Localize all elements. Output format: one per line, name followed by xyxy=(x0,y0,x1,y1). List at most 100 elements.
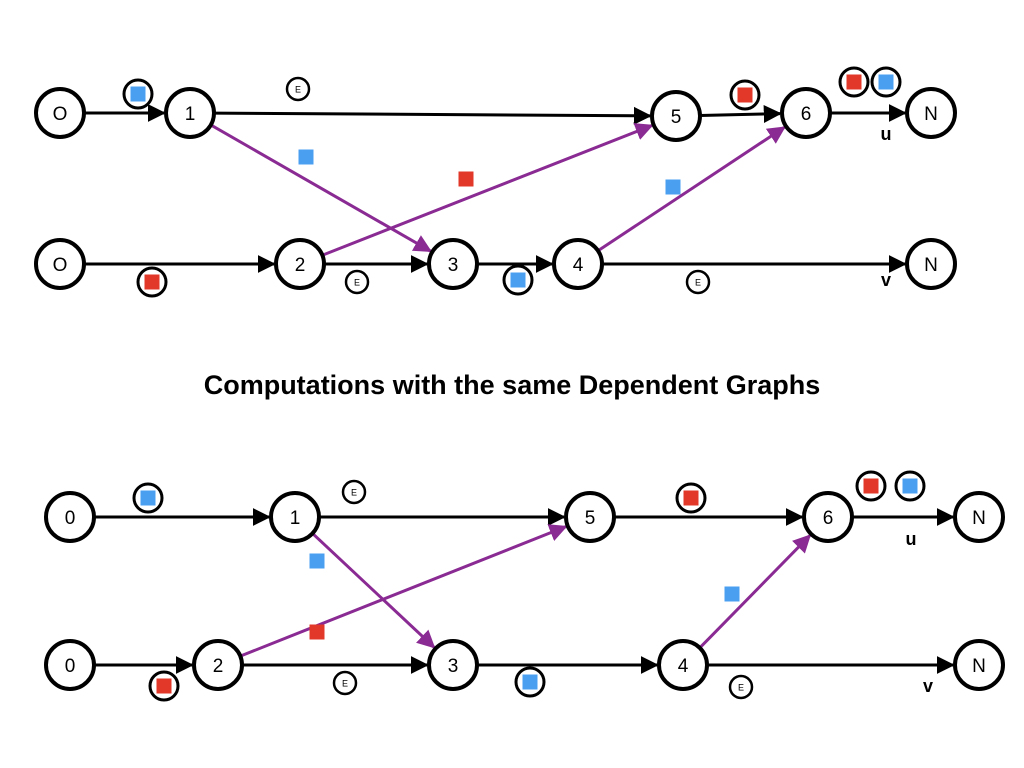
edge-label-v: v xyxy=(881,270,891,290)
node-label: 3 xyxy=(448,656,459,677)
node-top-v0: O xyxy=(34,238,86,290)
red-square-icon xyxy=(737,87,753,103)
red-square-icon xyxy=(144,274,160,290)
node-bottom-vN: N xyxy=(953,639,1005,691)
blue-token-badge xyxy=(894,470,926,502)
node-label: 1 xyxy=(290,508,301,529)
node-label: 3 xyxy=(448,255,459,276)
red-square-icon xyxy=(683,490,699,506)
node-top-u5: 5 xyxy=(650,90,702,142)
node-bottom-v3: 3 xyxy=(427,639,479,691)
edge-top-u1-u5 xyxy=(213,106,652,125)
node-label: 2 xyxy=(295,255,306,276)
edge-label-u: u xyxy=(906,529,917,549)
node-top-uN: N xyxy=(905,87,957,139)
dependency-edge-bottom-u1-v3 xyxy=(311,532,436,649)
e-badge-label: E xyxy=(295,85,301,95)
blue-token-square xyxy=(665,179,681,195)
e-badge: E xyxy=(344,269,370,295)
node-top-u1: 1 xyxy=(164,87,216,139)
e-badge-label: E xyxy=(738,683,744,693)
dependency-edge-top-u1-v3 xyxy=(210,123,433,253)
blue-token-square xyxy=(298,149,314,165)
blue-token-badge xyxy=(502,264,534,296)
e-badge-label: E xyxy=(351,488,357,498)
node-top-v3: 3 xyxy=(427,238,479,290)
e-badge: E xyxy=(341,479,367,505)
red-token-badge xyxy=(148,670,180,702)
node-label: 6 xyxy=(823,508,834,529)
node-top-vN: N xyxy=(905,238,957,290)
edges xyxy=(84,104,955,674)
node-top-u0: O xyxy=(34,87,86,139)
node-top-v2: 2 xyxy=(274,238,326,290)
nodes: O 1 5 6 N O 2 3 4 N 0 1 5 6 N 0 2 3 4 N xyxy=(34,87,1005,691)
node-label: O xyxy=(53,255,68,276)
node-bottom-u0: 0 xyxy=(44,491,96,543)
node-label: 4 xyxy=(678,656,689,677)
node-label: 2 xyxy=(213,656,224,677)
edge-labels: u v u v xyxy=(881,124,934,696)
blue-token-square xyxy=(309,553,325,569)
red-token-badge xyxy=(855,470,887,502)
blue-square-icon xyxy=(522,674,538,690)
node-label: 5 xyxy=(671,107,682,128)
red-token-badge xyxy=(675,482,707,514)
red-square-icon xyxy=(846,74,862,90)
node-label: 1 xyxy=(185,104,196,125)
node-label: N xyxy=(972,656,986,677)
node-bottom-u6: 6 xyxy=(802,491,854,543)
node-top-u6: 6 xyxy=(780,87,832,139)
node-bottom-v2: 2 xyxy=(192,639,244,691)
node-label: 4 xyxy=(573,255,584,276)
e-badge-label: E xyxy=(354,278,360,288)
red-square-icon xyxy=(863,478,879,494)
node-label: 0 xyxy=(65,508,76,529)
node-label: 0 xyxy=(65,656,76,677)
edge-label-u: u xyxy=(881,124,892,144)
e-badge: E xyxy=(728,674,754,700)
node-label: N xyxy=(924,104,938,125)
page-title: Computations with the same Dependent Gra… xyxy=(204,370,821,400)
red-token-square xyxy=(458,171,474,187)
node-bottom-u5: 5 xyxy=(564,491,616,543)
blue-token-badge xyxy=(514,666,546,698)
blue-square-icon xyxy=(140,490,156,506)
red-square-icon xyxy=(156,678,172,694)
dependency-edge-top-v2-u5 xyxy=(321,123,654,257)
node-label: N xyxy=(972,508,986,529)
node-top-v4: 4 xyxy=(552,238,604,290)
red-token-square xyxy=(309,624,325,640)
node-label: N xyxy=(924,255,938,276)
blue-token-badge xyxy=(132,482,164,514)
edge-top-u5-u6 xyxy=(699,104,782,123)
blue-token-badge xyxy=(122,78,154,110)
node-bottom-v0: 0 xyxy=(44,639,96,691)
dependency-edge-bottom-v4-u6 xyxy=(698,534,812,649)
e-badge-label: E xyxy=(342,679,348,689)
node-bottom-v4: 4 xyxy=(657,639,709,691)
red-token-badge xyxy=(136,266,168,298)
blue-token-square xyxy=(724,586,740,602)
e-badge: E xyxy=(332,670,358,696)
red-token-badge xyxy=(729,79,761,111)
node-label: 5 xyxy=(585,508,596,529)
e-badge: E xyxy=(285,76,311,102)
red-token-badge xyxy=(838,66,870,98)
dependency-edge-bottom-v2-u5 xyxy=(239,524,568,658)
blue-square-icon xyxy=(510,272,526,288)
e-badge-label: E xyxy=(695,278,701,288)
e-badge: E xyxy=(685,269,711,295)
edge-label-v: v xyxy=(923,676,933,696)
node-label: O xyxy=(53,104,68,125)
blue-square-icon xyxy=(878,74,894,90)
node-bottom-u1: 1 xyxy=(269,491,321,543)
blue-square-icon xyxy=(902,478,918,494)
blue-token-badge xyxy=(870,66,902,98)
badges: E E E E E E xyxy=(122,66,926,702)
node-label: 6 xyxy=(801,104,812,125)
dependency-edge-top-v4-u6 xyxy=(597,126,786,252)
node-bottom-uN: N xyxy=(953,491,1005,543)
blue-square-icon xyxy=(130,86,146,102)
